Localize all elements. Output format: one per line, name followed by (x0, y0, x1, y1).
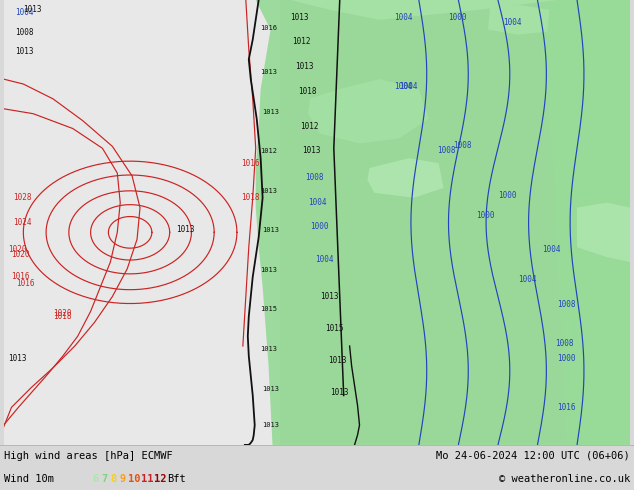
Text: 1004: 1004 (308, 197, 327, 207)
Text: 1028: 1028 (13, 193, 32, 202)
Text: Mo 24-06-2024 12:00 UTC (06+06): Mo 24-06-2024 12:00 UTC (06+06) (436, 451, 630, 461)
Text: 1013: 1013 (262, 227, 280, 233)
Text: 1004: 1004 (394, 13, 413, 22)
Text: 1013: 1013 (262, 386, 280, 392)
Text: 1013: 1013 (328, 356, 346, 365)
Text: 1013: 1013 (295, 62, 314, 71)
Polygon shape (290, 0, 557, 20)
Text: 11: 11 (141, 474, 153, 484)
Text: 1000: 1000 (448, 13, 467, 22)
Text: 1008: 1008 (305, 173, 323, 182)
Text: 1015: 1015 (325, 324, 344, 333)
Text: 1016: 1016 (16, 279, 35, 288)
Polygon shape (256, 0, 630, 445)
Text: 1013: 1013 (320, 292, 339, 300)
Polygon shape (368, 158, 444, 198)
Text: 1004: 1004 (15, 8, 34, 17)
Text: 1016: 1016 (261, 24, 278, 31)
Text: 8: 8 (110, 474, 116, 484)
Text: 1008: 1008 (555, 339, 574, 348)
Polygon shape (488, 5, 549, 35)
Text: 1016: 1016 (557, 403, 576, 412)
Polygon shape (308, 79, 429, 144)
Text: 6: 6 (92, 474, 98, 484)
Text: 1013: 1013 (290, 13, 309, 22)
Text: 12: 12 (154, 474, 167, 484)
Text: 1000: 1000 (476, 211, 495, 220)
Text: 1013: 1013 (261, 69, 278, 75)
Text: 1018: 1018 (53, 312, 72, 321)
Text: 1020: 1020 (8, 245, 27, 254)
Text: 1015: 1015 (261, 306, 278, 313)
Text: 1020: 1020 (53, 309, 72, 318)
Text: 1013: 1013 (261, 188, 278, 194)
Text: 1018: 1018 (241, 193, 259, 202)
Text: 1016: 1016 (241, 159, 259, 168)
Text: High wind areas [hPa] ECMWF: High wind areas [hPa] ECMWF (4, 451, 172, 461)
Text: 1013: 1013 (8, 354, 27, 363)
Text: 1008: 1008 (15, 27, 34, 37)
Text: 1012: 1012 (300, 122, 319, 130)
Text: 1008: 1008 (453, 141, 472, 150)
Text: 1013: 1013 (262, 422, 280, 428)
Text: Bft: Bft (167, 474, 186, 484)
Text: 1012: 1012 (292, 38, 311, 47)
Text: 1000: 1000 (557, 354, 576, 363)
Text: © weatheronline.co.uk: © weatheronline.co.uk (499, 474, 630, 484)
Text: 1013: 1013 (261, 346, 278, 352)
Text: 1013: 1013 (23, 5, 42, 14)
Polygon shape (577, 203, 630, 262)
Polygon shape (538, 0, 630, 445)
Text: 1008: 1008 (437, 146, 455, 155)
Text: 1016: 1016 (11, 272, 30, 281)
Text: 1013: 1013 (330, 389, 348, 397)
Text: 1013: 1013 (15, 48, 34, 56)
Text: 10: 10 (128, 474, 141, 484)
Text: 7: 7 (101, 474, 107, 484)
Text: 1018: 1018 (298, 87, 317, 96)
Text: 1013: 1013 (262, 109, 280, 115)
Text: 1000: 1000 (498, 191, 517, 200)
Text: 1020: 1020 (11, 249, 30, 259)
Text: 1004: 1004 (394, 82, 413, 91)
Text: 1013: 1013 (177, 225, 195, 234)
Text: 1004: 1004 (543, 245, 561, 254)
Text: 9: 9 (119, 474, 126, 484)
Text: 1013: 1013 (302, 146, 321, 155)
Text: 1004: 1004 (315, 255, 333, 264)
Text: 1000: 1000 (310, 222, 328, 231)
Text: 1004: 1004 (503, 18, 521, 27)
Text: 1012: 1012 (261, 148, 278, 154)
Text: 1004: 1004 (399, 82, 418, 91)
Text: 1004: 1004 (518, 275, 536, 284)
Text: 1013: 1013 (261, 267, 278, 273)
Bar (4, 0, 280, 445)
Text: 1008: 1008 (557, 299, 576, 309)
Text: 1024: 1024 (13, 218, 32, 227)
Text: Wind 10m: Wind 10m (4, 474, 54, 484)
